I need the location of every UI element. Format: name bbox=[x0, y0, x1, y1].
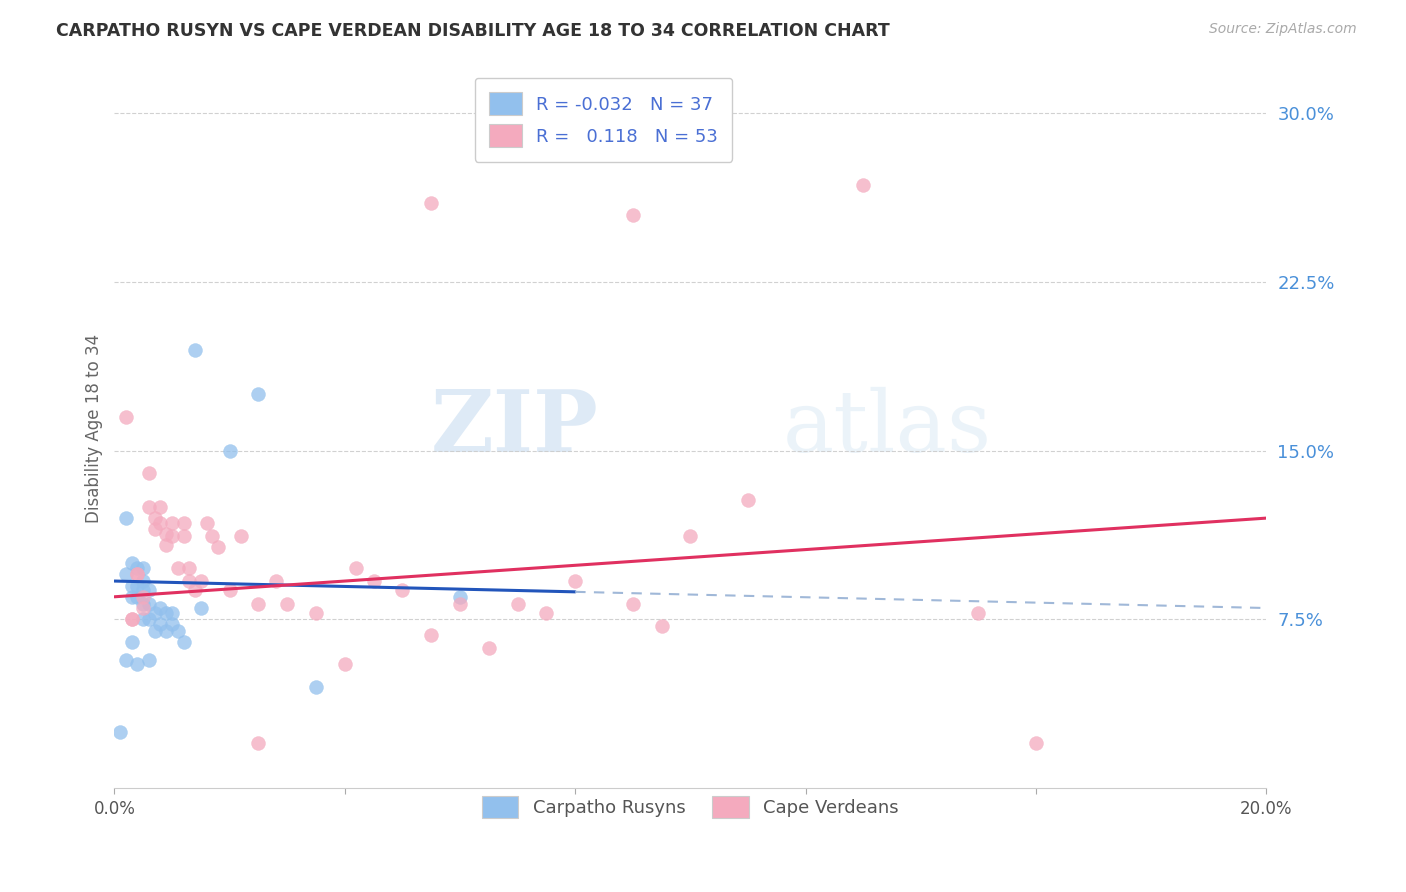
Point bbox=[276, 597, 298, 611]
Point bbox=[184, 582, 207, 597]
Point bbox=[121, 590, 143, 604]
Point bbox=[143, 606, 166, 620]
Point bbox=[166, 624, 188, 638]
Point bbox=[121, 612, 143, 626]
Point bbox=[127, 657, 149, 672]
Point bbox=[190, 601, 212, 615]
Point bbox=[173, 516, 195, 530]
Point bbox=[264, 574, 287, 588]
Point bbox=[160, 516, 183, 530]
Point bbox=[127, 560, 149, 574]
Point bbox=[121, 556, 143, 570]
Point bbox=[149, 516, 172, 530]
Point bbox=[149, 500, 172, 514]
Point bbox=[138, 597, 160, 611]
Point bbox=[536, 606, 558, 620]
Point bbox=[173, 529, 195, 543]
Point bbox=[132, 582, 155, 597]
Legend: Carpatho Rusyns, Cape Verdeans: Carpatho Rusyns, Cape Verdeans bbox=[475, 789, 905, 826]
Point bbox=[184, 343, 207, 357]
Point bbox=[179, 574, 201, 588]
Point bbox=[420, 196, 443, 211]
Point bbox=[160, 616, 183, 631]
Point bbox=[138, 466, 160, 480]
Point bbox=[190, 574, 212, 588]
Point bbox=[132, 601, 155, 615]
Text: ZIP: ZIP bbox=[430, 386, 598, 470]
Point bbox=[132, 590, 155, 604]
Point bbox=[852, 178, 875, 193]
Point bbox=[149, 616, 172, 631]
Point bbox=[305, 680, 328, 694]
Point bbox=[132, 597, 155, 611]
Point bbox=[143, 511, 166, 525]
Point bbox=[155, 624, 177, 638]
Point bbox=[143, 522, 166, 536]
Point bbox=[132, 612, 155, 626]
Point bbox=[247, 387, 270, 401]
Point bbox=[247, 736, 270, 750]
Text: CARPATHO RUSYN VS CAPE VERDEAN DISABILITY AGE 18 TO 34 CORRELATION CHART: CARPATHO RUSYN VS CAPE VERDEAN DISABILIT… bbox=[56, 22, 890, 40]
Point bbox=[564, 574, 586, 588]
Point bbox=[506, 597, 529, 611]
Point bbox=[143, 624, 166, 638]
Point bbox=[229, 529, 252, 543]
Point bbox=[651, 619, 673, 633]
Point bbox=[179, 560, 201, 574]
Point bbox=[201, 529, 224, 543]
Point bbox=[138, 653, 160, 667]
Point bbox=[132, 560, 155, 574]
Point bbox=[1025, 736, 1047, 750]
Point bbox=[420, 628, 443, 642]
Point bbox=[138, 582, 160, 597]
Point bbox=[121, 612, 143, 626]
Point bbox=[121, 634, 143, 648]
Point bbox=[127, 578, 149, 592]
Point bbox=[132, 574, 155, 588]
Point bbox=[149, 601, 172, 615]
Text: Source: ZipAtlas.com: Source: ZipAtlas.com bbox=[1209, 22, 1357, 37]
Point bbox=[195, 516, 218, 530]
Point bbox=[207, 541, 229, 555]
Point bbox=[218, 443, 240, 458]
Point bbox=[363, 574, 385, 588]
Point bbox=[121, 578, 143, 592]
Point bbox=[449, 597, 471, 611]
Point bbox=[305, 606, 328, 620]
Point bbox=[967, 606, 990, 620]
Point bbox=[127, 590, 149, 604]
Point bbox=[138, 500, 160, 514]
Point bbox=[621, 597, 644, 611]
Point bbox=[333, 657, 356, 672]
Point bbox=[391, 582, 413, 597]
Point bbox=[115, 653, 138, 667]
Point bbox=[166, 560, 188, 574]
Point bbox=[115, 511, 138, 525]
Point bbox=[115, 567, 138, 582]
Point bbox=[173, 634, 195, 648]
Point bbox=[218, 582, 240, 597]
Point bbox=[115, 409, 138, 424]
Point bbox=[478, 641, 501, 656]
Point bbox=[127, 567, 149, 582]
Point bbox=[344, 560, 367, 574]
Y-axis label: Disability Age 18 to 34: Disability Age 18 to 34 bbox=[86, 334, 103, 523]
Point bbox=[155, 538, 177, 552]
Point bbox=[155, 526, 177, 541]
Point bbox=[247, 597, 270, 611]
Point bbox=[127, 567, 149, 582]
Point bbox=[160, 606, 183, 620]
Point bbox=[679, 529, 702, 543]
Point bbox=[621, 208, 644, 222]
Point bbox=[737, 493, 759, 508]
Point bbox=[160, 529, 183, 543]
Point bbox=[155, 606, 177, 620]
Text: atlas: atlas bbox=[783, 386, 991, 470]
Point bbox=[108, 724, 131, 739]
Point bbox=[138, 612, 160, 626]
Point bbox=[449, 590, 471, 604]
